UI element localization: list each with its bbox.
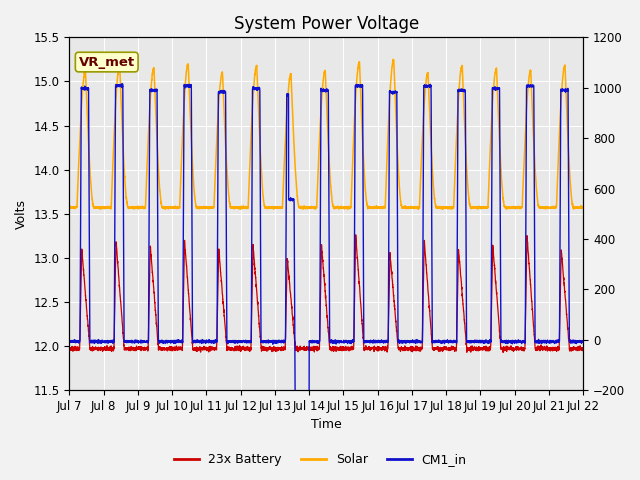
Legend: 23x Battery, Solar, CM1_in: 23x Battery, Solar, CM1_in	[168, 448, 472, 471]
Title: System Power Voltage: System Power Voltage	[234, 15, 419, 33]
Text: VR_met: VR_met	[79, 56, 135, 69]
X-axis label: Time: Time	[311, 419, 342, 432]
Y-axis label: Volts: Volts	[15, 199, 28, 229]
